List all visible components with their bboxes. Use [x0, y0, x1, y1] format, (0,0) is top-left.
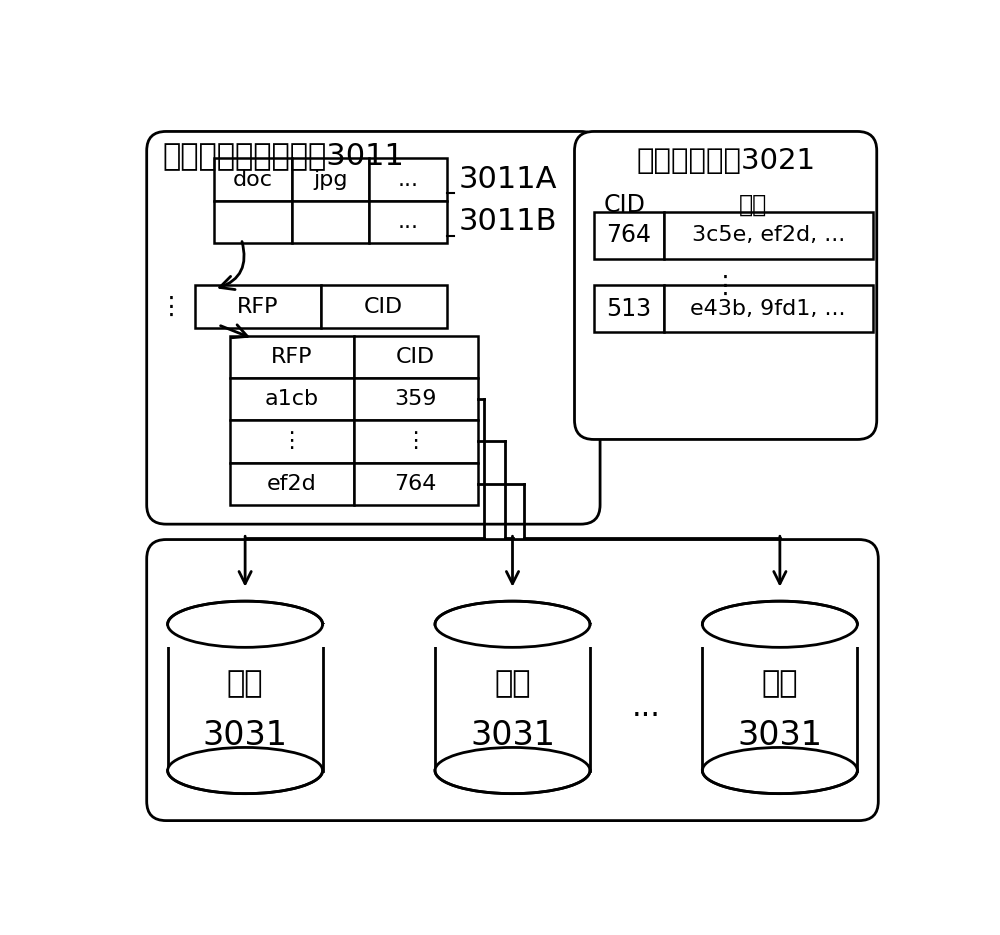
- Text: doc: doc: [233, 169, 273, 190]
- Text: CID: CID: [604, 193, 646, 217]
- Bar: [168, 625, 323, 770]
- Text: 容器: 容器: [762, 669, 798, 698]
- Text: 3c5e, ef2d, ...: 3c5e, ef2d, ...: [692, 225, 845, 245]
- Text: 指纹: 指纹: [739, 193, 767, 217]
- Text: ⋮: ⋮: [713, 273, 738, 297]
- Bar: [292, 201, 369, 243]
- Text: ...: ...: [397, 169, 418, 190]
- Ellipse shape: [702, 747, 857, 794]
- Bar: [321, 285, 447, 328]
- Bar: [354, 336, 478, 378]
- Bar: [195, 285, 321, 328]
- Text: ...: ...: [632, 693, 661, 722]
- Text: 3031: 3031: [470, 719, 555, 753]
- Bar: [594, 212, 664, 258]
- Bar: [698, 625, 861, 647]
- Text: 3031: 3031: [737, 719, 822, 753]
- Bar: [354, 420, 478, 463]
- Text: 3011B: 3011B: [458, 208, 557, 237]
- Text: a1cb: a1cb: [265, 389, 319, 409]
- Bar: [702, 625, 857, 770]
- Bar: [230, 336, 354, 378]
- Text: 3011A: 3011A: [458, 165, 557, 194]
- Ellipse shape: [435, 601, 590, 647]
- FancyBboxPatch shape: [574, 132, 877, 439]
- Ellipse shape: [168, 601, 323, 647]
- Text: RFP: RFP: [237, 296, 278, 317]
- Text: e43b, 9fd1, ...: e43b, 9fd1, ...: [690, 298, 846, 319]
- Bar: [369, 201, 447, 243]
- Ellipse shape: [702, 601, 857, 647]
- Text: 容器: 容器: [494, 669, 531, 698]
- Bar: [292, 158, 369, 201]
- Text: 容器: 容器: [227, 669, 263, 698]
- Text: RFP: RFP: [271, 347, 312, 367]
- Bar: [230, 463, 354, 505]
- Bar: [164, 625, 326, 647]
- Bar: [664, 212, 873, 258]
- Bar: [230, 420, 354, 463]
- Bar: [435, 625, 590, 770]
- Ellipse shape: [435, 747, 590, 794]
- Text: CID: CID: [396, 347, 435, 367]
- Bar: [354, 378, 478, 420]
- Bar: [369, 158, 447, 201]
- Text: 359: 359: [394, 389, 437, 409]
- Text: ⋮: ⋮: [404, 431, 427, 452]
- Text: 764: 764: [606, 223, 651, 248]
- Text: ⋮: ⋮: [280, 431, 303, 452]
- Text: CID: CID: [364, 296, 403, 317]
- Text: 应用感知相似索引袅3011: 应用感知相似索引袅3011: [162, 141, 404, 170]
- Bar: [214, 158, 292, 201]
- Text: 3031: 3031: [203, 719, 288, 753]
- Bar: [664, 285, 873, 332]
- Text: ef2d: ef2d: [267, 474, 316, 494]
- FancyBboxPatch shape: [147, 132, 600, 525]
- FancyBboxPatch shape: [147, 539, 878, 821]
- Text: ⋮: ⋮: [159, 295, 184, 319]
- Ellipse shape: [168, 747, 323, 794]
- Text: 513: 513: [606, 296, 651, 321]
- Text: 764: 764: [394, 474, 437, 494]
- Bar: [230, 378, 354, 420]
- Text: ...: ...: [397, 212, 418, 232]
- Bar: [214, 201, 292, 243]
- Text: jpg: jpg: [313, 169, 348, 190]
- Text: 块指纹缓存〡3021: 块指纹缓存〡3021: [636, 147, 815, 175]
- Bar: [594, 285, 664, 332]
- Bar: [431, 625, 594, 647]
- Bar: [354, 463, 478, 505]
